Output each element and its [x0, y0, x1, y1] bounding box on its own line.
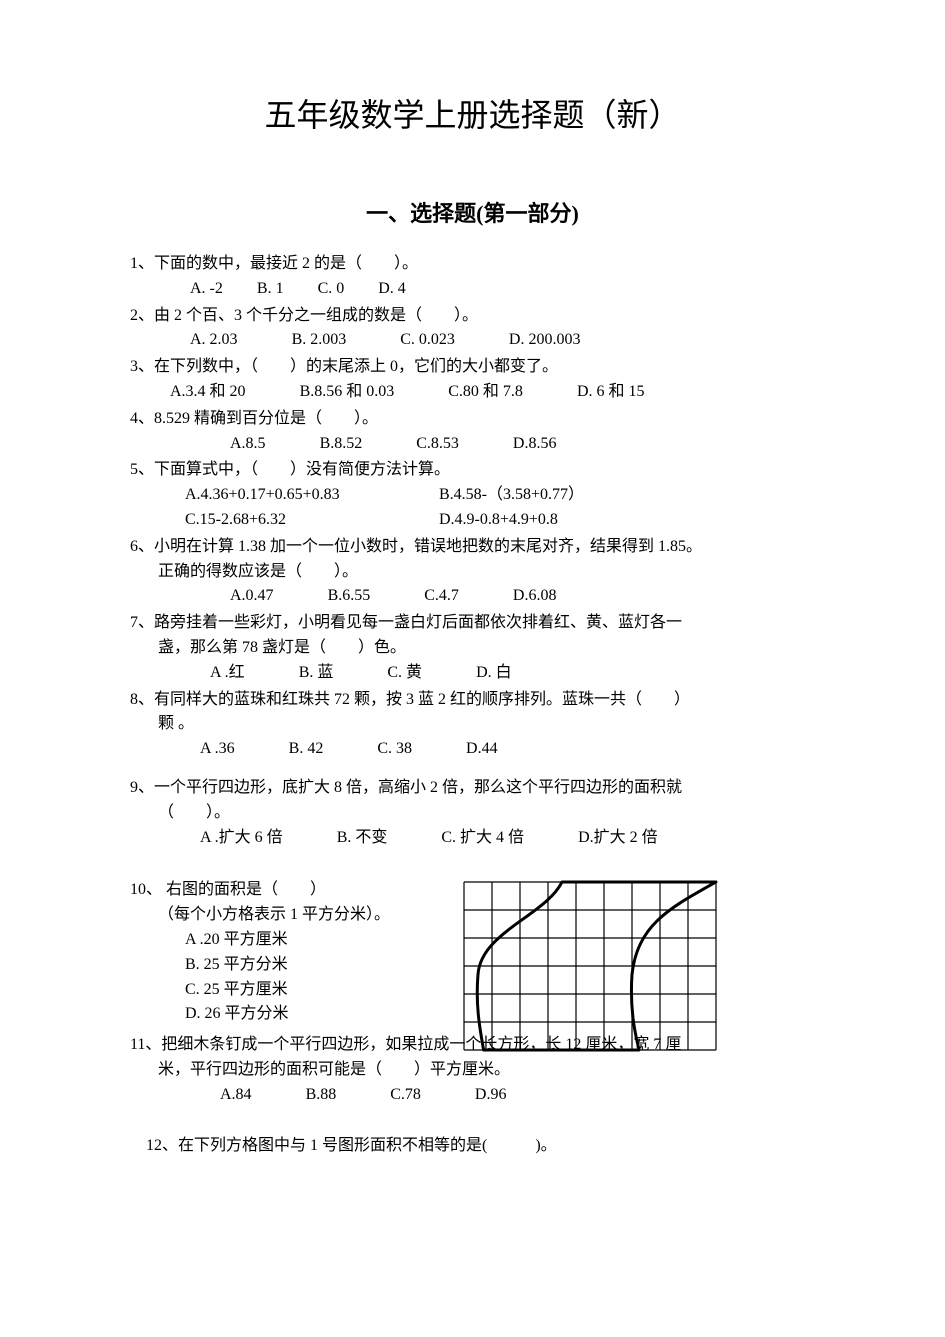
option-a: A .扩大 6 倍	[200, 826, 283, 851]
option-b: B. 蓝	[299, 661, 334, 686]
option-b: B.8.56 和 0.03	[300, 380, 395, 405]
question-options: A .36 B. 42 C. 38 D.44	[130, 737, 815, 762]
option-c: C. 0	[318, 277, 345, 302]
question-text: 2、由 2 个百、3 个千分之一组成的数是（ ）。	[130, 304, 815, 329]
option-b: B. 42	[289, 737, 324, 762]
option-c: C. 黄	[387, 661, 422, 686]
option-c: C.4.7	[424, 584, 459, 609]
option-a: A.0.47	[230, 584, 274, 609]
option-a: A .36	[200, 737, 235, 762]
question-3: 3、在下列数中，（ ）的末尾添上 0，它们的大小都变了。 A.3.4 和 20 …	[130, 355, 815, 405]
option-b: B.6.55	[328, 584, 371, 609]
option-b: B.88	[306, 1083, 337, 1108]
question-9: 9、一个平行四边形，底扩大 8 倍，高缩小 2 倍，那么这个平行四边形的面积就 …	[130, 776, 815, 850]
option-d: D.8.56	[513, 432, 557, 457]
option-d: D.6.08	[513, 584, 557, 609]
option-b: B. 1	[257, 277, 284, 302]
question-text: 1、下面的数中，最接近 2 的是（ ）。	[130, 252, 815, 277]
question-options-2: C.15-2.68+6.32 D.4.9-0.8+4.9+0.8	[130, 508, 815, 533]
option-d: D.扩大 2 倍	[578, 826, 658, 851]
question-options: A .扩大 6 倍 B. 不变 C. 扩大 4 倍 D.扩大 2 倍	[130, 826, 815, 851]
question-text-l2: 颗 。	[130, 712, 815, 737]
option-a: A. 2.03	[190, 328, 238, 353]
option-c: C.78	[390, 1083, 421, 1108]
spacer	[130, 764, 815, 776]
question-text-l2: （每个小方格表示 1 平方分米）。	[130, 903, 430, 928]
spacer	[130, 1110, 815, 1122]
option-a: A. -2	[190, 277, 223, 302]
question-5: 5、下面算式中，（ ）没有简便方法计算。 A.4.36+0.17+0.65+0.…	[130, 458, 815, 532]
option-d: D. 4	[378, 277, 406, 302]
question-1: 1、下面的数中，最接近 2 的是（ ）。 A. -2 B. 1 C. 0 D. …	[130, 252, 815, 302]
option-d: D. 200.003	[509, 328, 581, 353]
option-c: C.15-2.68+6.32	[185, 508, 405, 533]
question-text-l1: 8、有同样大的蓝珠和红珠共 72 颗，按 3 蓝 2 红的顺序排列。蓝珠一共（ …	[130, 688, 815, 713]
option-a: A.3.4 和 20	[170, 380, 246, 405]
section-heading: 一、选择题(第一部分)	[130, 196, 815, 228]
question-options: A.0.47 B.6.55 C.4.7 D.6.08	[130, 584, 815, 609]
option-b: B.4.58-（3.58+0.77）	[439, 483, 584, 508]
option-b: B. 2.003	[292, 328, 347, 353]
option-c: C.8.53	[416, 432, 459, 457]
question-options: A. 2.03 B. 2.003 C. 0.023 D. 200.003	[130, 328, 815, 353]
option-c: C.80 和 7.8	[448, 380, 523, 405]
option-c: C. 扩大 4 倍	[441, 826, 524, 851]
option-d: D. 白	[476, 661, 512, 686]
option-a: A.8.5	[230, 432, 266, 457]
question-text-l1: 6、小明在计算 1.38 加一个一位小数时，错误地把数的末尾对齐，结果得到 1.…	[130, 535, 815, 560]
option-b: B.8.52	[320, 432, 363, 457]
question-text: 4、8.529 精确到百分位是（ ）。	[130, 407, 815, 432]
question-options: A.3.4 和 20 B.8.56 和 0.03 C.80 和 7.8 D. 6…	[130, 380, 815, 405]
question-text: 3、在下列数中，（ ）的末尾添上 0，它们的大小都变了。	[130, 355, 815, 380]
grid-shape-diagram	[460, 878, 720, 1054]
question-6: 6、小明在计算 1.38 加一个一位小数时，错误地把数的末尾对齐，结果得到 1.…	[130, 535, 815, 609]
option-d: D. 6 和 15	[577, 380, 645, 405]
question-options: A.84 B.88 C.78 D.96	[130, 1083, 815, 1108]
option-d: D. 26 平方分米	[130, 1002, 430, 1027]
question-text-l2: 正确的得数应该是（ ）。	[130, 560, 815, 585]
option-c: C. 38	[377, 737, 412, 762]
option-a: A.84	[220, 1083, 252, 1108]
option-d: D.96	[475, 1083, 507, 1108]
question-options: A.4.36+0.17+0.65+0.83 B.4.58-（3.58+0.77）	[130, 483, 815, 508]
option-d: D.4.9-0.8+4.9+0.8	[439, 508, 558, 533]
question-8: 8、有同样大的蓝珠和红珠共 72 颗，按 3 蓝 2 红的顺序排列。蓝珠一共（ …	[130, 688, 815, 762]
question-12: 12、在下列方格图中与 1 号图形面积不相等的是( )。	[130, 1134, 815, 1159]
question-text-l2: （ ）。	[130, 801, 815, 826]
spacer	[130, 1122, 815, 1134]
spacer	[130, 852, 815, 864]
option-d: D.44	[466, 737, 498, 762]
question-10-text: 10、 右图的面积是（ ） （每个小方格表示 1 平方分米）。 A .20 平方…	[130, 878, 430, 1027]
question-2: 2、由 2 个百、3 个千分之一组成的数是（ ）。 A. 2.03 B. 2.0…	[130, 304, 815, 354]
question-10: 10、 右图的面积是（ ） （每个小方格表示 1 平方分米）。 A .20 平方…	[130, 878, 815, 1027]
question-options: A. -2 B. 1 C. 0 D. 4	[130, 277, 815, 302]
question-options: A.8.5 B.8.52 C.8.53 D.8.56	[130, 432, 815, 457]
question-text-l1: 7、路旁挂着一些彩灯，小明看见每一盏白灯后面都依次排着红、黄、蓝灯各一	[130, 611, 815, 636]
option-c: C. 0.023	[400, 328, 455, 353]
option-a: A .20 平方厘米	[130, 928, 430, 953]
question-7: 7、路旁挂着一些彩灯，小明看见每一盏白灯后面都依次排着红、黄、蓝灯各一 盏，那么…	[130, 611, 815, 685]
question-text-l1: 9、一个平行四边形，底扩大 8 倍，高缩小 2 倍，那么这个平行四边形的面积就	[130, 776, 815, 801]
option-b: B. 25 平方分米	[130, 953, 430, 978]
option-c: C. 25 平方厘米	[130, 978, 430, 1003]
question-options: A .红 B. 蓝 C. 黄 D. 白	[130, 661, 815, 686]
option-a: A .红	[210, 661, 245, 686]
question-text-l1: 10、 右图的面积是（ ）	[130, 878, 430, 903]
question-10-figure	[460, 878, 720, 1063]
question-text: 12、在下列方格图中与 1 号图形面积不相等的是( )。	[130, 1134, 815, 1159]
page-title: 五年级数学上册选择题（新）	[130, 90, 815, 136]
option-b: B. 不变	[337, 826, 388, 851]
option-a: A.4.36+0.17+0.65+0.83	[185, 483, 405, 508]
question-text: 5、下面算式中，（ ）没有简便方法计算。	[130, 458, 815, 483]
question-text-l2: 盏，那么第 78 盏灯是（ ）色。	[130, 636, 815, 661]
document-page: 五年级数学上册选择题（新） 一、选择题(第一部分) 1、下面的数中，最接近 2 …	[0, 0, 945, 1220]
question-4: 4、8.529 精确到百分位是（ ）。 A.8.5 B.8.52 C.8.53 …	[130, 407, 815, 457]
